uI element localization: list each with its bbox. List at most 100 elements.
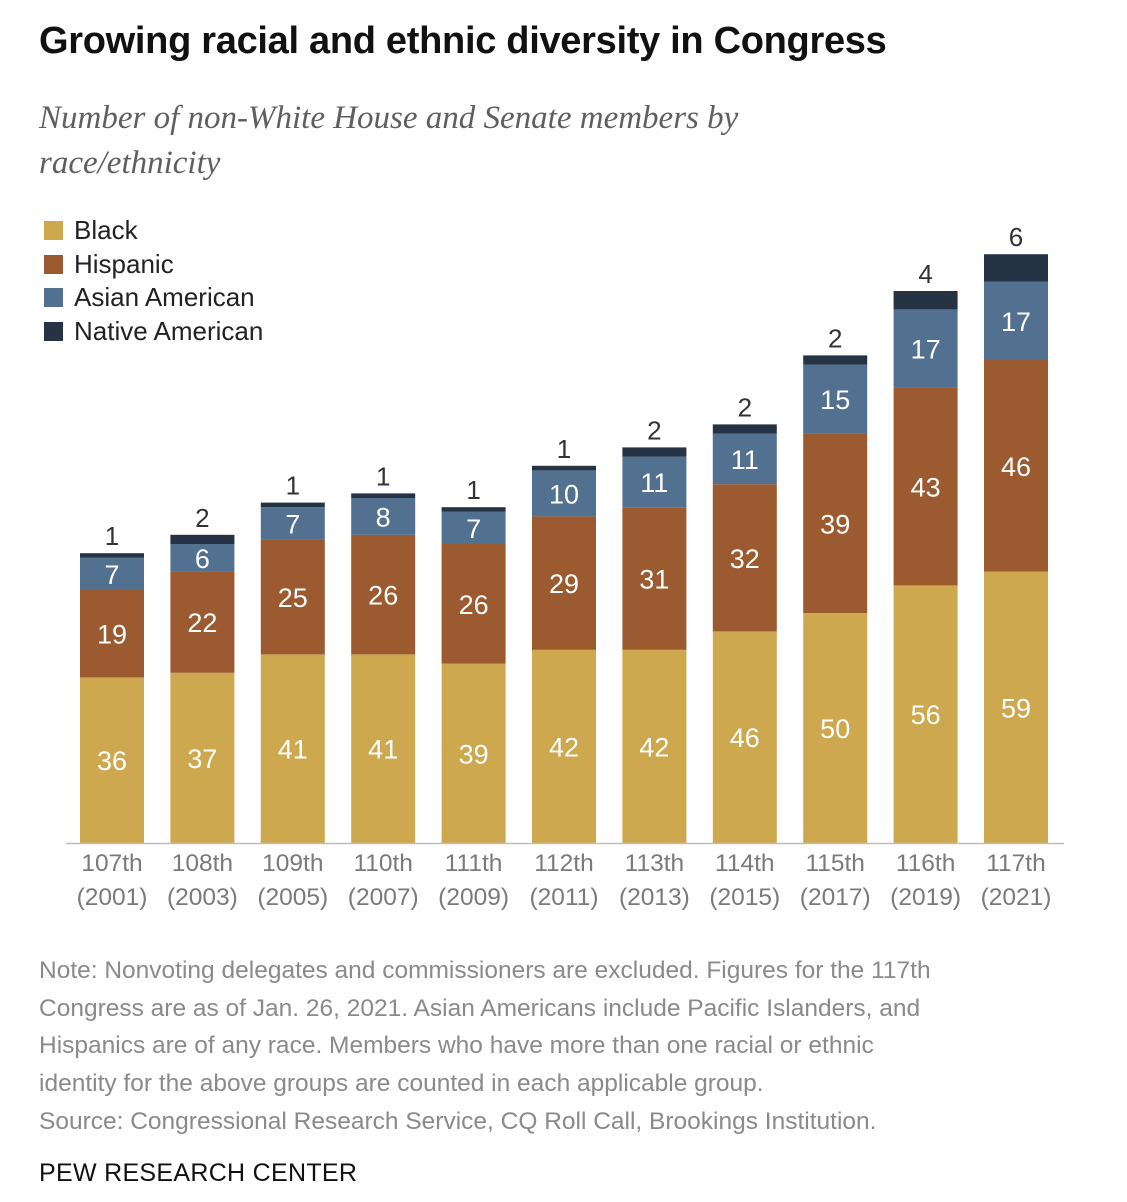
data-label: 1 (466, 475, 480, 505)
data-label: 7 (285, 509, 300, 539)
x-tick-label: (2001) (77, 884, 148, 911)
legend-label: Asian American (74, 282, 255, 313)
bar-segment-asian-american (170, 544, 235, 572)
x-tick-label: 111th (445, 850, 503, 877)
data-label: 25 (278, 583, 308, 613)
data-label: 42 (639, 732, 669, 762)
legend-swatch (44, 254, 63, 274)
bar-segment-black (984, 571, 1048, 843)
bar-segment-hispanic (712, 484, 777, 632)
bar-segment-hispanic (441, 544, 506, 664)
x-tick-label: (2019) (890, 884, 961, 911)
data-label: 11 (640, 468, 668, 498)
x-tick-label: (2005) (257, 884, 328, 911)
bar-segment-native-american (984, 254, 1048, 282)
data-label: 4 (918, 259, 932, 289)
data-label: 19 (97, 620, 127, 650)
legend-item-native-american: Native American (44, 315, 263, 349)
data-label: 42 (549, 732, 579, 762)
bar-segment-hispanic (532, 516, 596, 650)
x-tick-label: (2015) (709, 884, 780, 911)
bar-segment-native-american (622, 447, 687, 457)
bar-segment-asian-american (351, 498, 416, 535)
legend-label: Hispanic (74, 248, 174, 279)
x-tick-label: 108th (172, 850, 233, 877)
bar-segment-black (712, 631, 777, 843)
x-tick-label: 107th (81, 850, 142, 877)
data-label: 6 (195, 544, 210, 574)
bar-segment-native-american (170, 534, 235, 544)
x-tick-label: 113th (625, 850, 685, 877)
x-tick-label: (2021) (981, 884, 1052, 911)
data-label: 7 (104, 560, 119, 590)
data-label: 26 (368, 581, 398, 611)
data-label: 46 (1001, 452, 1031, 482)
data-label: 46 (730, 723, 760, 753)
x-tick-label: 115th (805, 850, 865, 877)
data-label: 50 (820, 714, 850, 744)
chart-title: Growing racial and ethnic diversity in C… (39, 20, 887, 62)
x-tick-label: 117th (986, 850, 1046, 877)
bar-segment-black (532, 649, 596, 843)
data-label: 1 (286, 471, 300, 501)
bar-segment-black (351, 654, 416, 843)
data-label: 15 (820, 385, 850, 415)
bar-segment-black (622, 649, 687, 843)
legend-label: Native American (74, 315, 264, 346)
bar-segment-asian-american (803, 364, 868, 434)
bar-segment-black (80, 677, 144, 843)
x-tick-label: 114th (715, 850, 775, 877)
note-line: identity for the above groups are counte… (39, 1070, 764, 1098)
x-tick-label: (2007) (348, 884, 419, 911)
data-label: 39 (459, 739, 489, 769)
legend-swatch (44, 288, 63, 308)
stacked-bar-chart: 361971107th(2001)372262108th(2003)412571… (66, 222, 1064, 911)
x-tick-label: 112th (534, 850, 594, 877)
data-label: 59 (1001, 693, 1031, 723)
data-label: 36 (97, 746, 127, 776)
legend-item-black: Black (44, 214, 263, 248)
data-label: 6 (1009, 222, 1023, 252)
x-tick-label: 116th (896, 850, 956, 877)
x-tick-label: (2017) (800, 884, 871, 911)
bar-segment-black (170, 672, 235, 843)
data-label: 8 (376, 502, 391, 532)
bar-segment-black (803, 613, 868, 843)
x-tick-label: (2003) (167, 884, 238, 911)
note-line: Congress are as of Jan. 26, 2021. Asian … (39, 994, 921, 1022)
legend-item-hispanic: Hispanic (44, 248, 263, 282)
bar-segment-native-american (260, 502, 325, 508)
bar-segment-hispanic (803, 433, 868, 613)
bar-segment-black (441, 663, 506, 843)
data-label: 22 (187, 608, 217, 638)
data-label: 2 (738, 392, 752, 422)
data-label: 56 (911, 700, 941, 730)
bar-segment-asian-american (532, 470, 596, 517)
bar-segment-native-american (441, 507, 506, 512)
bar-segment-asian-american (80, 557, 144, 590)
x-tick-label: 110th (353, 850, 413, 877)
x-tick-label: (2011) (529, 884, 598, 911)
bar-segment-native-american (712, 424, 777, 434)
data-label: 37 (187, 744, 217, 774)
data-label: 2 (647, 415, 661, 445)
bar-segment-hispanic (80, 590, 144, 678)
data-label: 43 (911, 473, 941, 503)
bar-segment-hispanic (260, 539, 325, 655)
data-label: 1 (557, 434, 571, 464)
bar-segment-black (893, 585, 958, 843)
bar-segment-hispanic (893, 387, 958, 586)
bar-segment-native-american (803, 355, 868, 365)
bar-segment-asian-american (622, 456, 687, 508)
bar-segment-asian-american (260, 507, 325, 540)
source-org: PEW RESEARCH CENTER (39, 1159, 358, 1187)
bar-segment-native-american (80, 553, 144, 558)
data-label: 1 (376, 461, 390, 491)
bar-segment-asian-american (893, 309, 958, 388)
note-line: Hispanics are of any race. Members who h… (39, 1032, 874, 1060)
data-label: 11 (731, 445, 759, 475)
legend-label: Black (74, 215, 138, 246)
data-label: 41 (278, 735, 308, 765)
chart-notes: Note: Nonvoting delegates and commission… (39, 952, 1109, 1141)
bar-segment-hispanic (622, 507, 687, 650)
